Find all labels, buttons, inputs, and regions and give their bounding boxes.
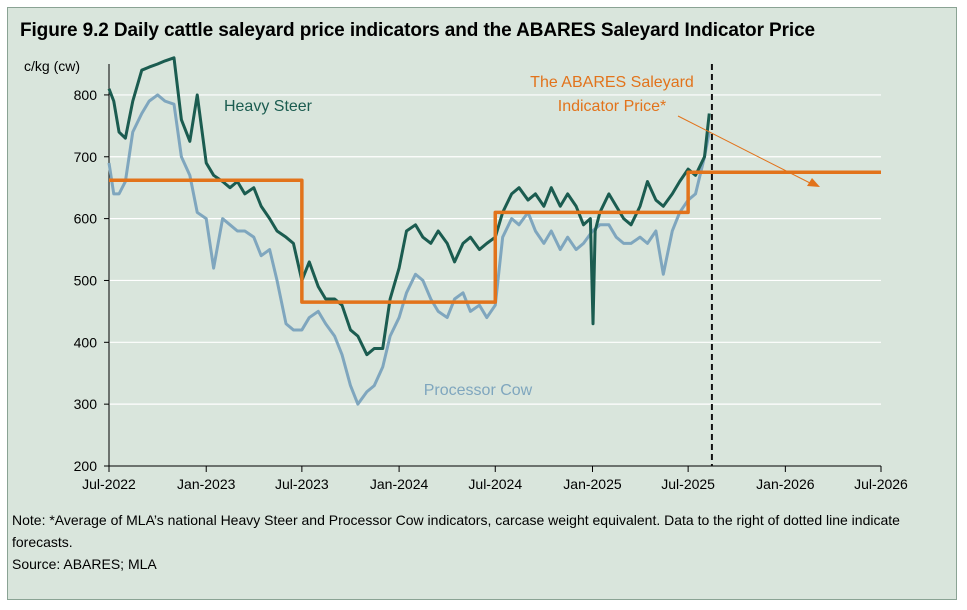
- y-tick-label: 800: [74, 87, 98, 103]
- y-tick-label: 200: [74, 458, 98, 474]
- x-tick-label: Jul-2022: [82, 476, 136, 492]
- processor-cow-label: Processor Cow: [424, 382, 533, 399]
- x-tick-label: Jul-2025: [661, 476, 715, 492]
- series-line-processor-cow: [107, 93, 711, 406]
- figure-frame: Figure 9.2 Daily cattle saleyard price i…: [7, 7, 957, 600]
- y-tick-label: 300: [74, 396, 98, 412]
- figure-title: Figure 9.2 Daily cattle saleyard price i…: [20, 20, 816, 41]
- source-text: Source: ABARES; MLA: [12, 556, 157, 572]
- annotations: Heavy Steer Processor Cow The ABARES Saley…: [224, 74, 820, 399]
- heavy-steer-label: Heavy Steer: [224, 98, 313, 115]
- y-tick-label: 400: [74, 334, 98, 350]
- note-text: Note: *Average of MLA’s national Heavy S…: [12, 512, 900, 550]
- y-axis-label: c/kg (cw): [24, 58, 80, 74]
- indicator-price-label-line1: The ABARES Saleyard: [530, 74, 694, 91]
- x-tick-label: Jul-2023: [275, 476, 329, 492]
- x-tick-label: Jan-2025: [563, 476, 622, 492]
- x-tick-label: Jul-2026: [854, 476, 908, 492]
- indicator-price-label-line2: Indicator Price*: [558, 98, 667, 115]
- axes: 200 300 400 500 600 700 800 c/kg (cw) Jul-2022 Ja…: [24, 58, 908, 492]
- x-tick-label: Jan-2026: [756, 476, 815, 492]
- figure-note: Note: *Average of MLA’s national Heavy S…: [12, 509, 932, 575]
- indicator-arrow-line: [677, 115, 813, 185]
- x-tick-label: Jul-2024: [468, 476, 522, 492]
- series-line-heavy-steer: [107, 56, 711, 357]
- x-tick-label: Jan-2024: [370, 476, 429, 492]
- y-tick-label: 500: [74, 272, 98, 288]
- indicator-arrow-head: [807, 178, 820, 187]
- x-tick-label: Jan-2023: [177, 476, 236, 492]
- series-group: [107, 56, 881, 466]
- y-tick-label: 700: [74, 149, 98, 165]
- series-line-indicator-price: [109, 170, 881, 304]
- y-tick-label: 600: [74, 211, 98, 227]
